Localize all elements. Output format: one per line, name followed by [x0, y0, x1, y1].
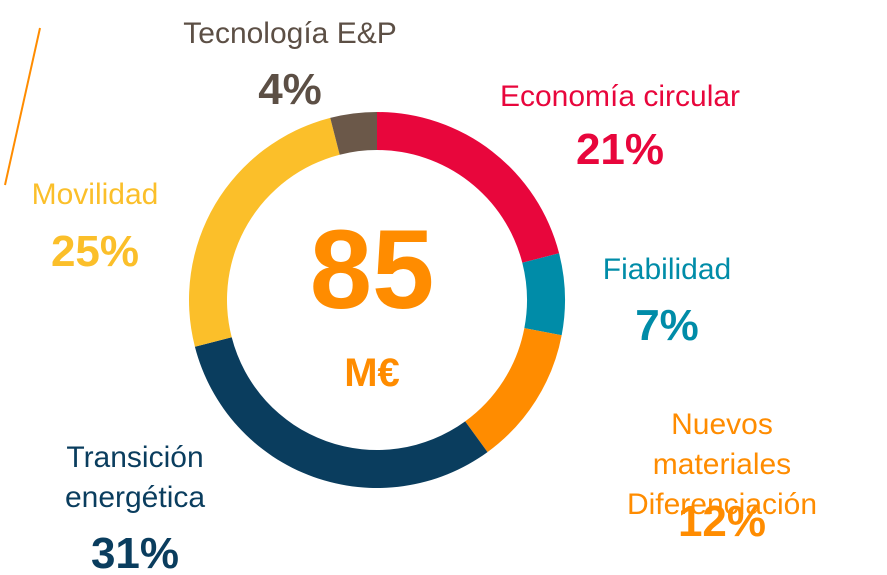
value-label: 7%	[635, 301, 699, 350]
segment-label: Tecnología E&P	[183, 17, 397, 50]
center-unit: M€	[344, 351, 400, 395]
value-label: 31%	[90, 529, 180, 575]
value-label: 21%	[575, 125, 665, 174]
segment-label: Transición energética	[64, 441, 206, 514]
value-label: 12%	[677, 497, 767, 546]
decor-line	[4, 27, 41, 186]
segment-label: Fiabilidad	[602, 253, 732, 286]
segment-label: Economía circular	[499, 80, 741, 113]
segment-label: Nuevos materiales Diferenciación	[626, 408, 818, 521]
donut-segment	[194, 337, 488, 488]
donut-segment	[189, 117, 340, 347]
value-label: 4%	[258, 65, 322, 114]
segment-label: Movilidad	[31, 178, 159, 211]
donut-segment	[522, 253, 565, 336]
value-label: 25%	[50, 227, 140, 276]
donut-segment	[377, 112, 560, 263]
donut-segment	[330, 112, 377, 155]
donut-segment	[465, 328, 562, 453]
center-value: 85	[309, 207, 435, 332]
